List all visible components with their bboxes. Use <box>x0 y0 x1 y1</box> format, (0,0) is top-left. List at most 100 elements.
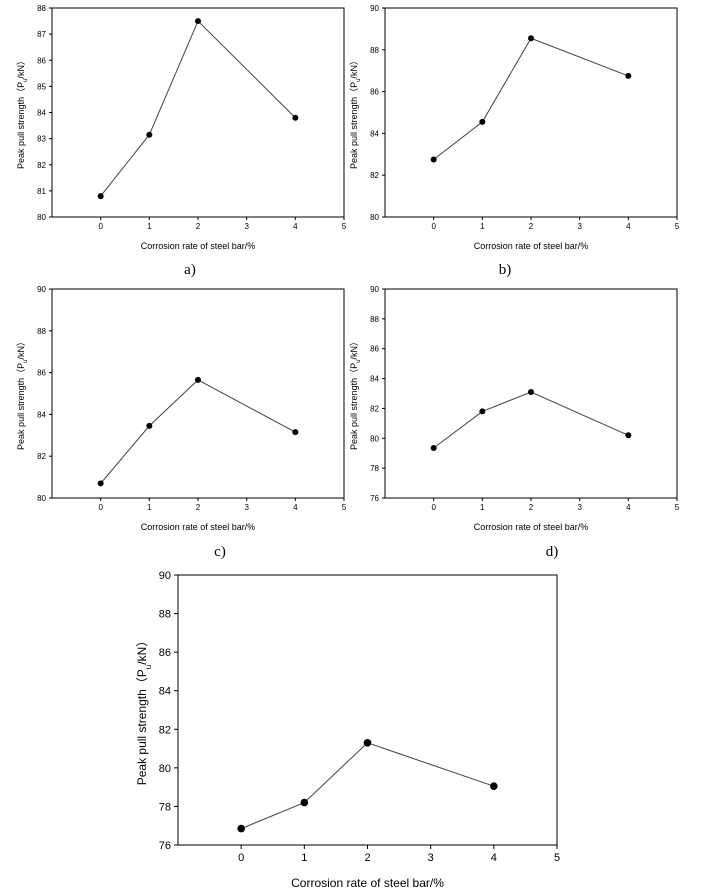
data-point <box>195 376 201 383</box>
y-tick-label: 85 <box>37 82 46 91</box>
y-tick-label: 82 <box>37 161 46 170</box>
data-point <box>237 824 245 833</box>
data-point <box>528 35 534 42</box>
x-tick-label: 2 <box>196 503 201 512</box>
data-point <box>146 422 153 429</box>
x-tick-label: 5 <box>675 222 680 231</box>
y-tick-label: 88 <box>159 609 171 621</box>
x-tick-label: 0 <box>431 222 436 231</box>
data-point <box>490 782 498 790</box>
y-axis-title-main: Peak pull strength（P <box>16 363 26 450</box>
x-tick-label: 1 <box>301 852 307 864</box>
y-axis-title: Peak pull strength（Pu/kN） <box>349 56 362 169</box>
y-axis-title: Peak pull strength（Pu/kN） <box>16 56 29 169</box>
y-tick-label: 80 <box>37 213 46 222</box>
x-axis-title: Corrosion rate of steel bar/% <box>474 241 589 251</box>
y-axis-title: Peak pull strength（Pu/kN） <box>349 337 362 450</box>
series-line <box>433 391 629 449</box>
series-line <box>433 37 629 160</box>
data-point <box>292 429 299 436</box>
chart-panel-4: 0 1 2 3 4 5 76 78 80 82 84 86 88 90 Corrosion rate of … <box>349 285 680 560</box>
panel-label: d) <box>546 544 559 560</box>
y-tick-label: 90 <box>159 570 171 582</box>
y-tick-label: 82 <box>159 724 171 736</box>
x-tick-label: 3 <box>244 503 249 512</box>
y-axis-title-subscript: u <box>356 79 362 82</box>
x-tick-label: 3 <box>577 222 582 231</box>
y-tick-label: 76 <box>370 494 379 503</box>
x-tick-label: 2 <box>529 503 534 512</box>
y-tick-label: 76 <box>159 840 171 852</box>
data-point <box>625 432 632 439</box>
y-tick-label: 80 <box>370 213 379 222</box>
y-axis-title-subscript: u <box>356 360 362 363</box>
y-axis-title: Peak pull strength（Pu/kN） <box>16 337 29 450</box>
x-tick-label: 3 <box>244 222 249 231</box>
y-tick-label: 82 <box>370 404 379 413</box>
x-tick-label: 4 <box>293 503 298 512</box>
x-tick-label: 2 <box>196 222 201 231</box>
data-point <box>479 118 486 125</box>
y-tick-label: 86 <box>159 647 171 659</box>
data-point <box>479 408 486 415</box>
data-point <box>528 389 534 396</box>
data-point <box>363 738 372 747</box>
y-tick-label: 78 <box>159 801 171 813</box>
y-tick-label: 80 <box>37 494 46 503</box>
y-tick-label: 87 <box>37 30 46 39</box>
x-tick-label: 0 <box>238 852 244 864</box>
y-tick-label: 86 <box>370 345 379 354</box>
y-tick-label: 84 <box>370 375 379 384</box>
data-point <box>292 114 299 121</box>
y-tick-label: 84 <box>37 410 46 419</box>
y-axis-title-main: Peak pull strength（P <box>16 82 26 169</box>
y-tick-label: 88 <box>37 327 46 336</box>
y-tick-label: 84 <box>37 109 46 118</box>
y-axis-title-unit: /kN） <box>135 635 149 665</box>
y-tick-label: 90 <box>37 285 46 294</box>
plot-frame <box>51 288 345 499</box>
y-tick-label: 80 <box>370 434 379 443</box>
y-axis-title-main: Peak pull strength（P <box>349 82 359 169</box>
panel-label: c) <box>214 544 226 560</box>
x-axis-title: Corrosion rate of steel bar/% <box>474 522 589 532</box>
y-axis-title: Peak pull strength（Pu/kN） <box>135 635 153 786</box>
y-tick-label: 86 <box>37 56 46 65</box>
x-axis-title: Corrosion rate of steel bar/% <box>291 876 444 890</box>
y-tick-label: 88 <box>370 46 379 55</box>
y-axis-title-main: Peak pull strength（P <box>349 363 359 450</box>
y-tick-label: 83 <box>37 135 46 144</box>
x-tick-label: 1 <box>480 503 485 512</box>
data-point <box>97 480 104 487</box>
y-tick-label: 88 <box>37 4 46 13</box>
chart-panel-5: 0 1 2 3 4 5 76 78 80 82 84 86 88 90 Corrosion rate of … <box>135 570 560 890</box>
x-tick-label: 4 <box>626 503 631 512</box>
y-tick-label: 90 <box>370 4 379 13</box>
x-tick-label: 3 <box>577 503 582 512</box>
data-point <box>625 72 632 79</box>
y-axis-title-main: Peak pull strength（P <box>135 669 149 785</box>
x-tick-label: 1 <box>147 222 152 231</box>
x-axis-title: Corrosion rate of steel bar/% <box>141 241 256 251</box>
x-axis-title: Corrosion rate of steel bar/% <box>141 522 256 532</box>
y-tick-label: 80 <box>159 763 171 775</box>
y-tick-label: 82 <box>370 171 379 180</box>
x-tick-label: 0 <box>98 503 103 512</box>
y-axis-title-unit: /kN） <box>16 337 26 360</box>
data-point <box>430 444 437 451</box>
data-point <box>97 193 104 200</box>
x-tick-label: 2 <box>529 222 534 231</box>
x-tick-label: 4 <box>491 852 497 864</box>
chart-panel-3: 0 1 2 3 4 5 80 82 84 86 88 90 Corrosion rate of stee… <box>16 285 347 560</box>
x-tick-label: 5 <box>675 503 680 512</box>
x-tick-label: 5 <box>342 222 347 231</box>
chart-panel-2: 0 1 2 3 4 5 80 82 84 86 88 90 Corrosion rate of stee… <box>349 4 680 278</box>
y-axis-title-unit: /kN） <box>16 56 26 79</box>
x-tick-label: 4 <box>293 222 298 231</box>
x-tick-label: 0 <box>431 503 436 512</box>
y-tick-label: 86 <box>37 369 46 378</box>
y-tick-label: 81 <box>37 187 46 196</box>
y-tick-label: 84 <box>159 686 171 698</box>
series-line <box>240 742 494 830</box>
y-axis-title-unit: /kN） <box>349 337 359 360</box>
